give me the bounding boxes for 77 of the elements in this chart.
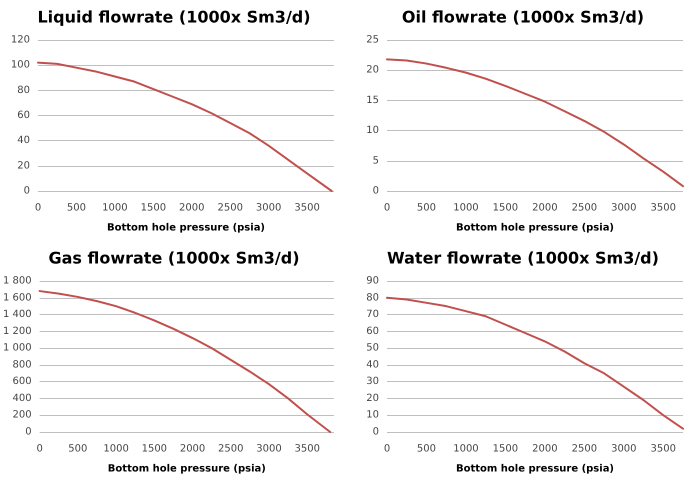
y-tick-label: 400 xyxy=(12,392,32,404)
x-tick-label: 2500 xyxy=(218,444,244,454)
x-tick-label: 3000 xyxy=(256,444,282,454)
x-tick-label: 1500 xyxy=(492,444,518,454)
line-series xyxy=(386,58,684,188)
y-tick-label: 50 xyxy=(366,342,379,354)
y-tick-label: 80 xyxy=(17,84,30,96)
y-tick-label: 20 xyxy=(17,160,30,172)
y-tick-label: 40 xyxy=(17,135,30,146)
y-tick-label: 5 xyxy=(372,155,379,166)
x-tick-label: 1500 xyxy=(142,444,168,454)
x-tick-label: 2000 xyxy=(532,444,558,454)
y-tick-label: 60 xyxy=(366,326,379,337)
chart-title: Water flowrate (1000x Sm3/d) xyxy=(387,248,659,268)
x-axis-title: Bottom hole pressure (psia) xyxy=(108,464,266,474)
x-tick-label: 3500 xyxy=(294,202,320,214)
line-series xyxy=(38,290,332,433)
y-tick-label: 25 xyxy=(366,34,379,46)
y-tick-label: 40 xyxy=(366,359,379,370)
x-tick-label: 1000 xyxy=(453,444,479,454)
y-tick-label: 90 xyxy=(366,276,379,286)
chart-title: Liquid flowrate (1000x Sm3/d) xyxy=(37,8,311,26)
y-tick-label: 70 xyxy=(366,309,379,320)
x-tick-label: 500 xyxy=(416,444,436,454)
y-tick-label: 800 xyxy=(12,359,32,370)
y-tick-label: 30 xyxy=(366,376,379,388)
x-tick-label: 2000 xyxy=(532,202,558,214)
x-tick-label: 3000 xyxy=(256,202,282,214)
y-tick-label: 0 xyxy=(372,186,379,196)
y-tick-label: 10 xyxy=(366,125,379,136)
y-tick-label: 60 xyxy=(17,110,30,121)
x-tick-label: 500 xyxy=(66,202,86,214)
chart-title: Oil flowrate (1000x Sm3/d) xyxy=(402,8,644,26)
x-tick-label: 1000 xyxy=(102,202,128,214)
x-tick-label: 3500 xyxy=(650,444,676,454)
x-axis-title: Bottom hole pressure (psia) xyxy=(456,464,614,474)
y-tick-label: 1 400 xyxy=(2,309,32,320)
x-tick-label: 1000 xyxy=(103,444,129,454)
x-tick-label: 1500 xyxy=(140,202,166,214)
x-tick-label: 2500 xyxy=(572,444,598,454)
y-tick-label: 1 800 xyxy=(2,276,32,286)
x-axis-title: Bottom hole pressure (psia) xyxy=(456,222,614,234)
x-tick-label: 2500 xyxy=(217,202,243,214)
line-series xyxy=(37,62,333,192)
x-tick-label: 0 xyxy=(384,202,390,214)
x-tick-label: 3000 xyxy=(611,444,637,454)
y-tick-label: 20 xyxy=(366,392,379,404)
x-tick-label: 2000 xyxy=(179,202,204,214)
y-tick-label: 0 xyxy=(24,186,30,196)
x-tick-label: 0 xyxy=(36,444,43,454)
x-tick-label: 1000 xyxy=(453,202,479,214)
y-tick-label: 200 xyxy=(12,410,32,421)
x-tick-label: 0 xyxy=(34,202,42,214)
y-tick-label: 120 xyxy=(10,34,30,46)
x-tick-label: 500 xyxy=(416,202,436,214)
x-tick-label: 2500 xyxy=(572,202,598,214)
x-tick-label: 2000 xyxy=(180,444,206,454)
x-tick-label: 3000 xyxy=(611,202,637,214)
x-tick-label: 1500 xyxy=(492,202,518,214)
y-tick-label: 1 600 xyxy=(2,292,32,304)
y-tick-label: 20 xyxy=(366,64,379,76)
y-tick-label: 15 xyxy=(366,94,379,106)
x-tick-label: 3500 xyxy=(294,444,320,454)
x-tick-label: 500 xyxy=(68,444,88,454)
y-tick-label: 80 xyxy=(366,292,379,304)
y-tick-label: 1 200 xyxy=(2,326,32,337)
y-tick-label: 10 xyxy=(366,410,379,421)
y-tick-label: 0 xyxy=(372,426,379,438)
x-tick-label: 0 xyxy=(384,444,390,454)
chart-title: Gas flowrate (1000x Sm3/d) xyxy=(48,248,300,268)
y-tick-label: 600 xyxy=(12,376,32,388)
y-tick-label: 100 xyxy=(10,60,30,71)
line-series xyxy=(386,296,684,430)
y-tick-label: 0 xyxy=(25,426,32,438)
y-tick-label: 1 000 xyxy=(2,342,32,354)
x-axis-title: Bottom hole pressure (psia) xyxy=(106,222,266,234)
x-tick-label: 3500 xyxy=(650,202,676,214)
